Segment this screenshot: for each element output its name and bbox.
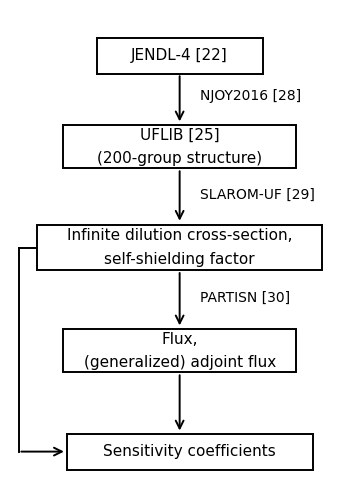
Text: Sensitivity coefficients: Sensitivity coefficients [103,444,276,459]
Text: PARTISN [30]: PARTISN [30] [200,291,290,305]
FancyBboxPatch shape [63,329,296,372]
Text: (200-group structure): (200-group structure) [97,150,262,166]
Text: UFLIB [25]: UFLIB [25] [140,128,219,143]
Text: (generalized) adjoint flux: (generalized) adjoint flux [83,354,276,370]
FancyBboxPatch shape [37,225,322,270]
Text: Flux,: Flux, [161,332,198,347]
Text: JENDL-4 [22]: JENDL-4 [22] [131,48,228,63]
FancyBboxPatch shape [63,125,296,168]
FancyBboxPatch shape [67,434,312,470]
Text: NJOY2016 [28]: NJOY2016 [28] [200,90,301,104]
Text: Infinite dilution cross-section,: Infinite dilution cross-section, [67,228,292,243]
FancyBboxPatch shape [97,38,263,74]
Text: SLAROM-UF [29]: SLAROM-UF [29] [200,188,315,202]
Text: self-shielding factor: self-shielding factor [104,252,255,267]
